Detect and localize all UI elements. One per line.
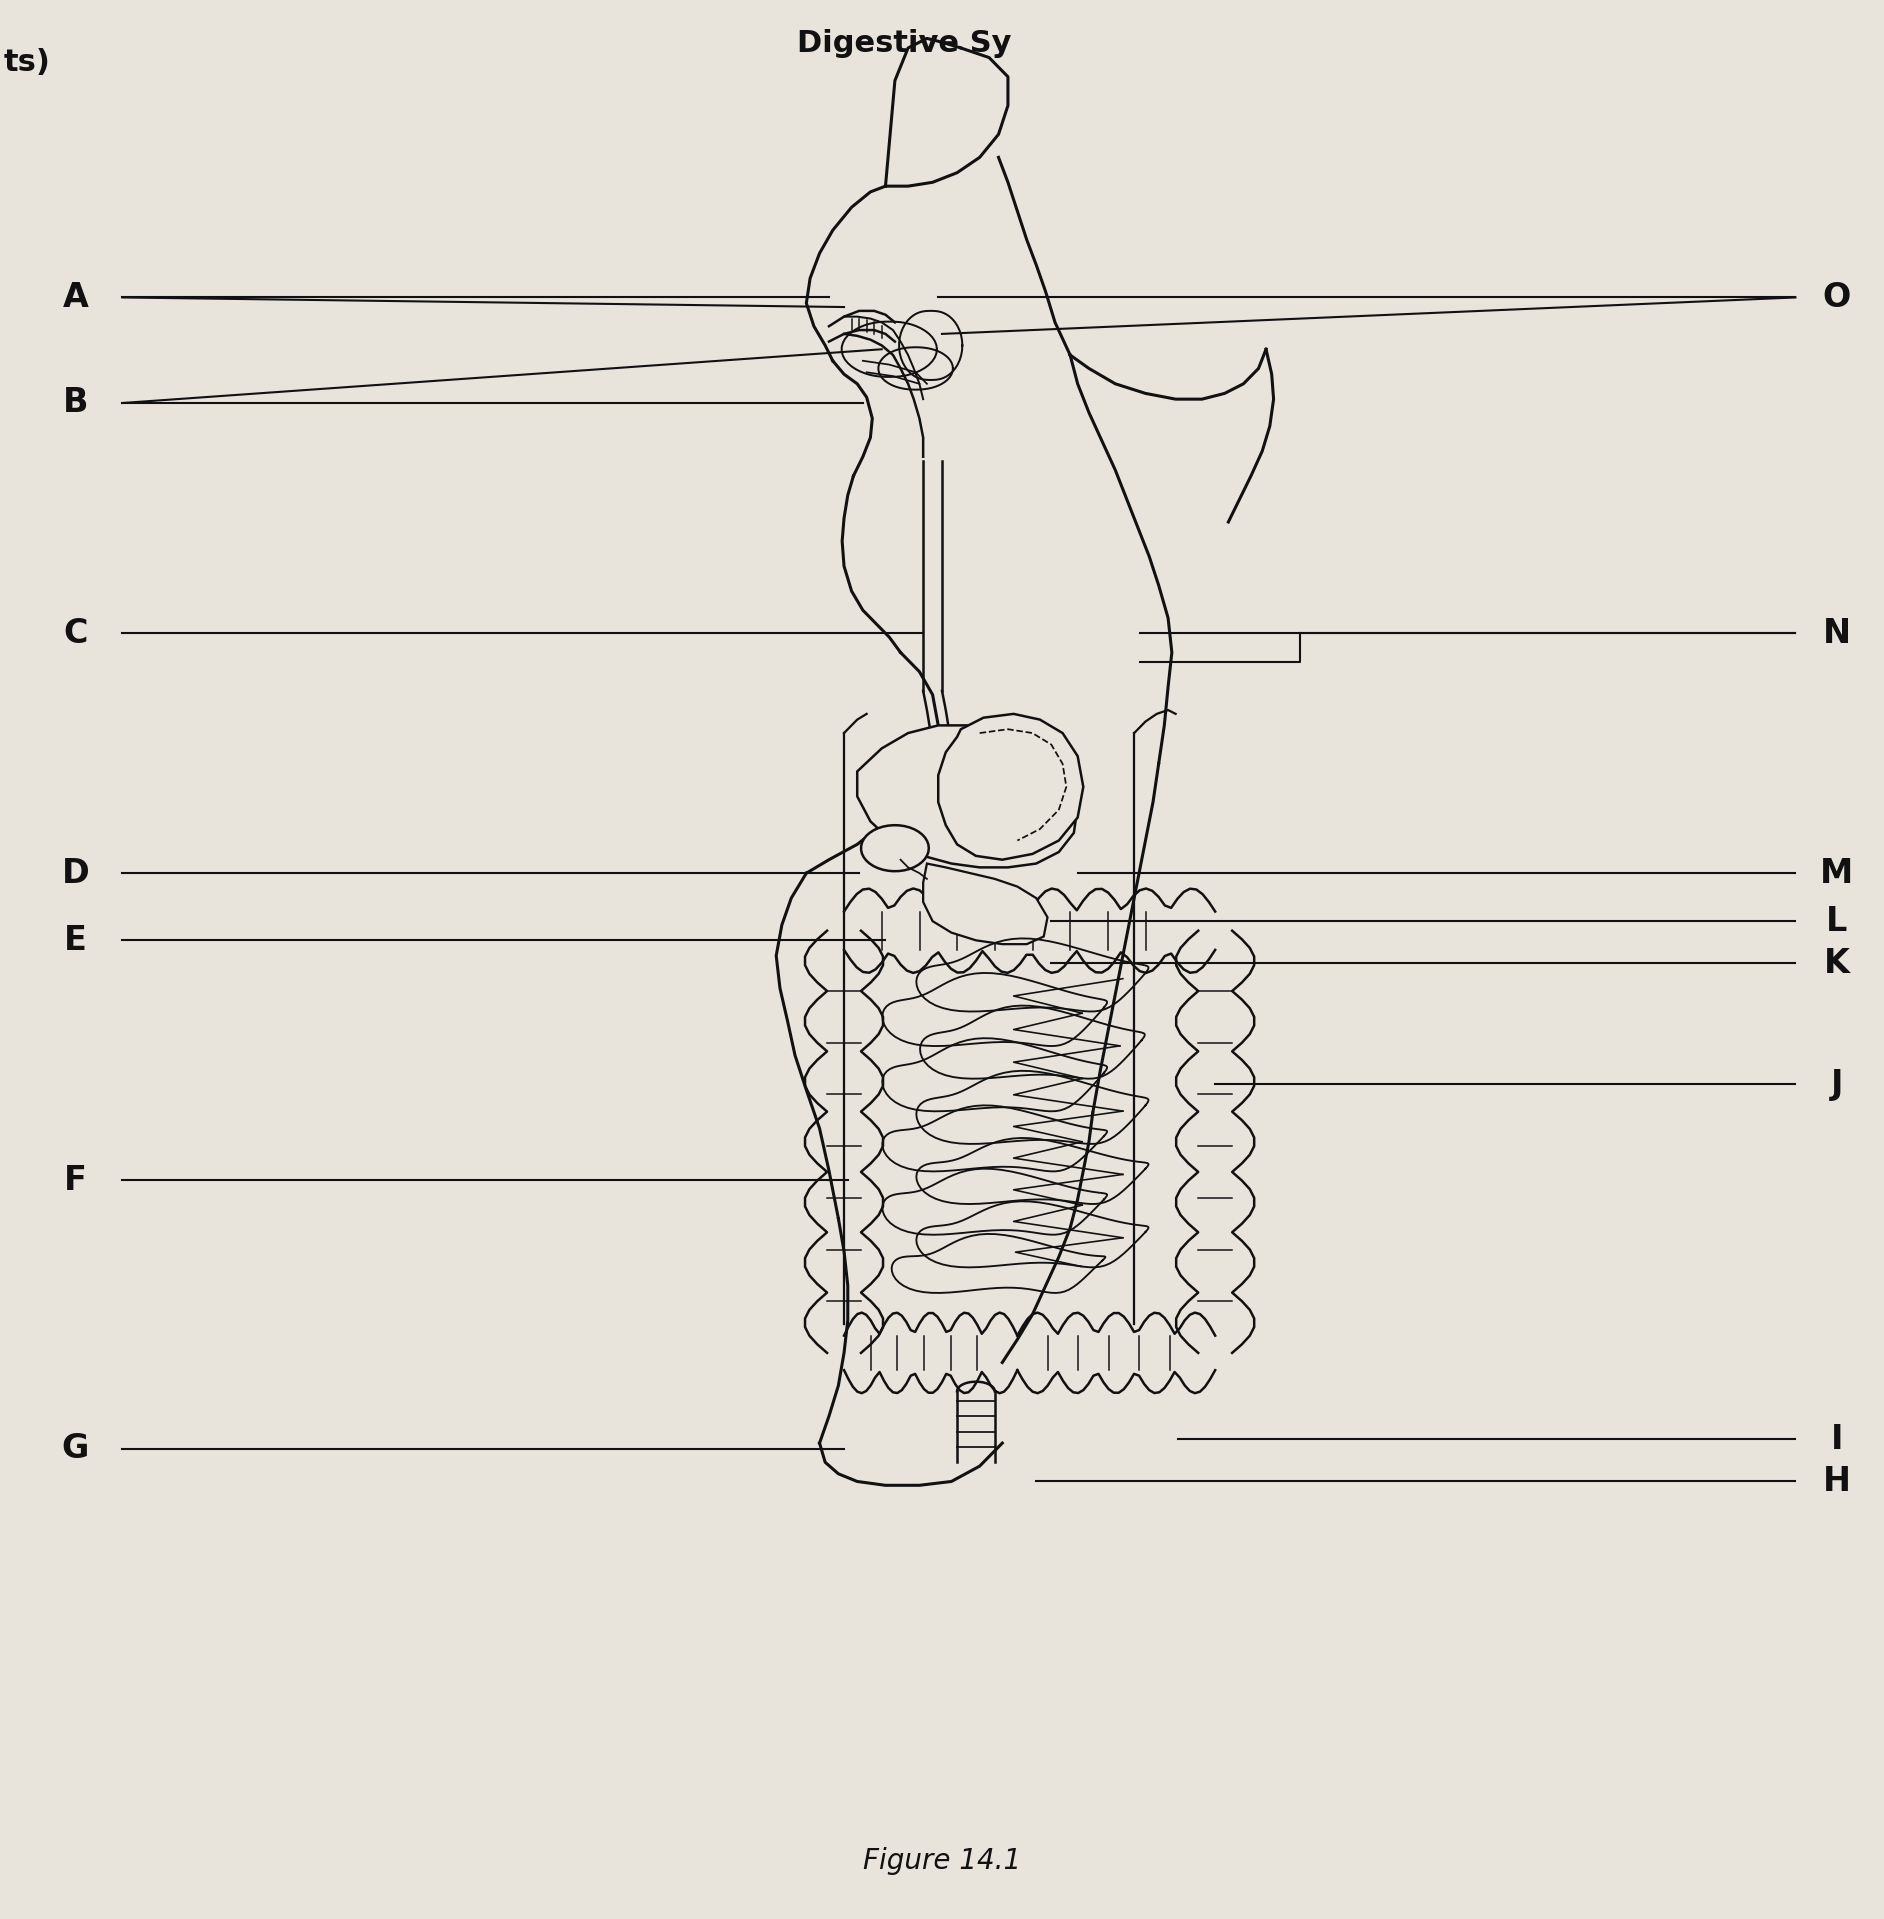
Text: J: J (1831, 1067, 1843, 1102)
Polygon shape (857, 725, 1078, 867)
Text: A: A (62, 280, 89, 315)
Text: L: L (1826, 904, 1848, 938)
Text: O: O (1824, 280, 1850, 315)
Text: H: H (1824, 1464, 1850, 1499)
Text: K: K (1824, 946, 1850, 981)
Text: G: G (62, 1432, 89, 1466)
Text: ts): ts) (4, 48, 51, 77)
Polygon shape (861, 825, 929, 871)
Text: F: F (64, 1163, 87, 1197)
Text: N: N (1824, 616, 1850, 651)
Text: I: I (1831, 1422, 1843, 1457)
Polygon shape (938, 714, 1083, 860)
Text: C: C (62, 616, 89, 651)
Text: Digestive Sy: Digestive Sy (797, 29, 1012, 58)
Text: D: D (62, 856, 89, 890)
Text: M: M (1820, 856, 1854, 890)
Text: E: E (64, 923, 87, 958)
Text: Figure 14.1: Figure 14.1 (863, 1848, 1021, 1875)
Text: B: B (62, 386, 89, 420)
Polygon shape (923, 864, 1048, 944)
